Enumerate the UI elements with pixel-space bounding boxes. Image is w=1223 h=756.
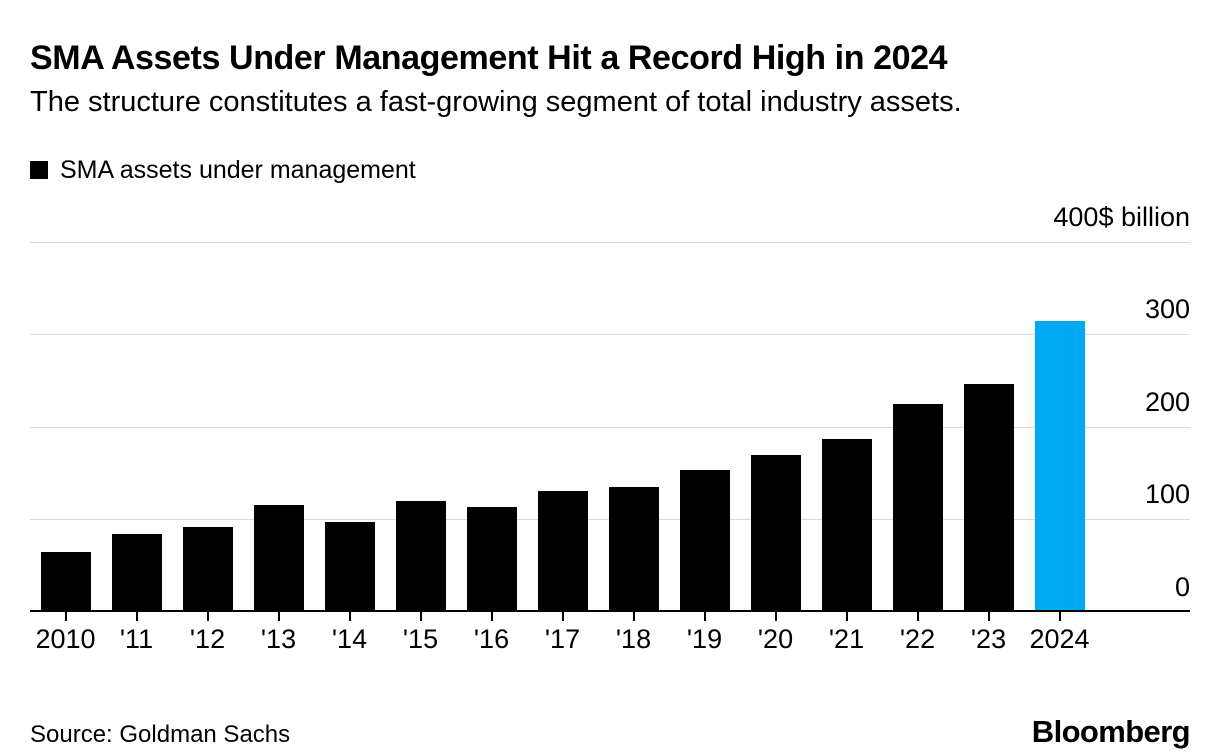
x-tick-label: '22 (899, 623, 936, 654)
x-tick-label: '18 (615, 623, 652, 654)
x-axis-labels: 2010 '11 '12 '13 '14 '15 '16 '17 '18 '19 '20 '21 '22… (30, 623, 1190, 658)
bar-22 (892, 403, 943, 612)
bar-23 (963, 383, 1014, 612)
y-tick-label: 400$ billion (1053, 201, 1190, 232)
gridline (30, 426, 1190, 428)
axis-tick (277, 611, 280, 621)
axis-tick (348, 611, 351, 621)
x-tick-label: '13 (260, 623, 297, 654)
bar-14 (324, 521, 375, 612)
bar-11 (111, 533, 162, 612)
x-tick-label: '15 (402, 623, 439, 654)
bar-19 (679, 469, 730, 612)
axis-tick (632, 611, 635, 621)
axis-tick (845, 611, 848, 621)
axis-tick (987, 611, 990, 621)
x-tick-label: '20 (757, 623, 794, 654)
legend: SMA assets under management (30, 156, 1190, 185)
y-tick-label: 100 (1144, 479, 1190, 510)
x-tick-label: '11 (119, 623, 154, 654)
chart-subtitle: The structure constitutes a fast-growing… (30, 86, 962, 119)
source-note: Source: Goldman Sachs (30, 720, 291, 748)
x-tick-label: '14 (331, 623, 368, 654)
bar-13 (253, 504, 304, 612)
bar-20 (750, 454, 801, 612)
legend-swatch-icon (30, 161, 48, 180)
axis-tick (703, 611, 706, 621)
x-axis-line (30, 609, 1190, 612)
y-tick-label: 300 (1144, 294, 1190, 325)
x-tick-label: '12 (189, 623, 226, 654)
axis-tick (916, 611, 919, 621)
plot-area: 0 100 200 300 400$ billion (30, 203, 1190, 621)
legend-label: SMA assets under management (60, 155, 416, 184)
x-tick-label: '17 (544, 623, 581, 654)
y-tick-label: 200 (1144, 386, 1190, 417)
bloomberg-logo: Bloomberg (1031, 713, 1191, 749)
bar-18 (608, 486, 659, 612)
chart-title: SMA Assets Under Management Hit a Record… (30, 39, 948, 77)
axis-tick (419, 611, 422, 621)
bar-16 (466, 506, 517, 612)
axis-tick (774, 611, 777, 621)
bar-21 (821, 438, 872, 612)
bar-15 (395, 500, 446, 612)
bar-17 (537, 490, 588, 612)
x-tick-label: '23 (970, 623, 1007, 654)
x-tick-label: '19 (686, 623, 723, 654)
axis-tick (1058, 611, 1061, 621)
axis-tick (561, 611, 564, 621)
gridline (30, 334, 1190, 336)
axis-tick (135, 611, 138, 621)
axis-tick (64, 611, 67, 621)
axis-tick (206, 611, 209, 621)
y-tick-label: 0 (1174, 571, 1190, 602)
bar-12 (182, 526, 233, 612)
chart-card: SMA Assets Under Management Hit a Record… (0, 0, 1223, 185)
gridline (30, 241, 1190, 243)
x-tick-label: '21 (828, 623, 865, 654)
axis-tick (490, 611, 493, 621)
x-tick-label: 2010 (35, 623, 96, 654)
x-tick-label: '16 (473, 623, 510, 654)
bar-2024 (1034, 320, 1085, 612)
footer: Source: Goldman Sachs Bloomberg (30, 713, 1191, 750)
bar-2010 (40, 551, 91, 612)
x-tick-label: 2024 (1029, 623, 1090, 654)
